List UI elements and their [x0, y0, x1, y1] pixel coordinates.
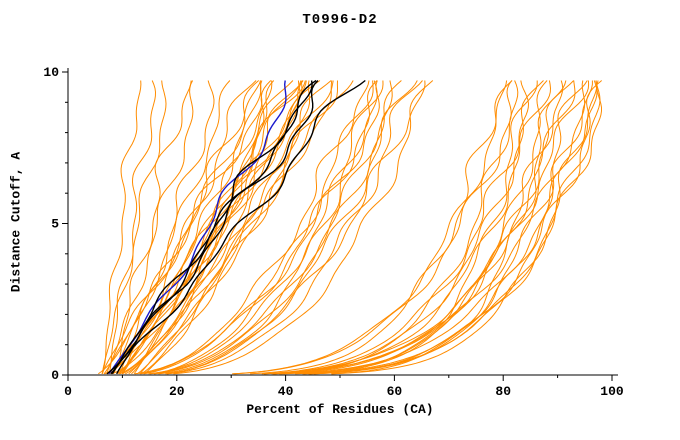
svg-text:0: 0	[64, 384, 72, 399]
svg-text:60: 60	[387, 384, 403, 399]
svg-text:10: 10	[43, 65, 59, 80]
svg-text:20: 20	[169, 384, 185, 399]
svg-text:5: 5	[51, 217, 59, 232]
svg-text:100: 100	[600, 384, 624, 399]
chart-title: T0996-D2	[302, 12, 378, 28]
svg-text:0: 0	[51, 368, 59, 383]
svg-text:80: 80	[495, 384, 511, 399]
svg-text:40: 40	[278, 384, 294, 399]
x-axis-label: Percent of Residues (CA)	[246, 402, 434, 417]
